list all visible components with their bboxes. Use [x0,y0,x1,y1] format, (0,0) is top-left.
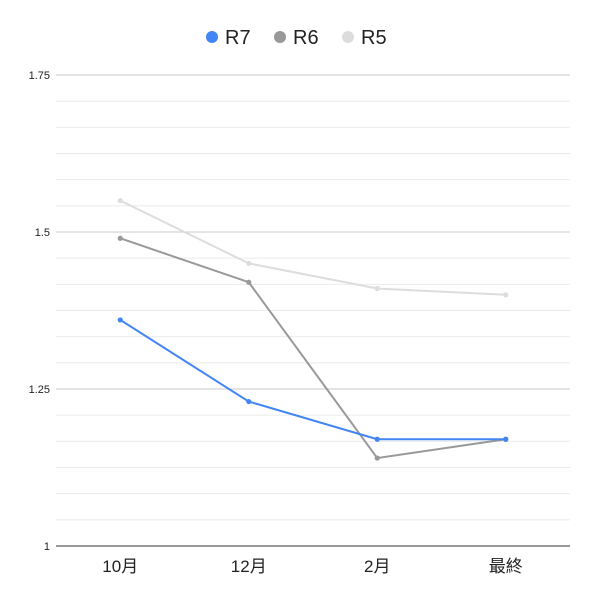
data-point-r7 [374,436,380,442]
data-point-r5 [374,285,380,292]
series-lines [117,198,509,461]
y-tick-label: 1.5 [35,227,50,239]
data-point-r6 [117,235,123,241]
legend-marker-r7 [206,31,218,43]
x-tick-label: 12月 [231,557,267,576]
data-point-r7 [117,317,123,323]
series-line-r6 [119,237,506,460]
data-point-r7 [503,436,509,442]
y-tick-label: 1.25 [29,384,50,396]
legend: R7 R6 R5 [206,27,387,49]
series-line-r7 [119,319,506,441]
legend-marker-r6 [274,31,286,43]
data-point-r5 [503,292,509,298]
x-tick-label: 最終 [489,557,523,576]
series-line-r5 [119,199,506,296]
legend-marker-r5 [342,31,354,43]
data-point-r6 [374,455,380,461]
data-point-r5 [117,198,123,204]
x-tick-label: 10月 [102,557,138,576]
legend-label-r5: R5 [361,27,387,49]
data-point-r6 [246,279,252,285]
y-tick-label: 1.75 [29,70,50,82]
x-tick-label: 2月 [364,557,390,576]
gridlines [56,74,570,547]
legend-label-r7: R7 [225,27,251,49]
legend-label-r6: R6 [293,27,319,49]
x-axis: 10月 12月 2月 最終 [102,557,522,576]
data-point-r5 [246,260,252,266]
data-point-r7 [246,398,252,405]
y-axis: 1.75 1.5 1.25 1 [29,70,50,553]
y-tick-label: 1 [44,541,50,553]
